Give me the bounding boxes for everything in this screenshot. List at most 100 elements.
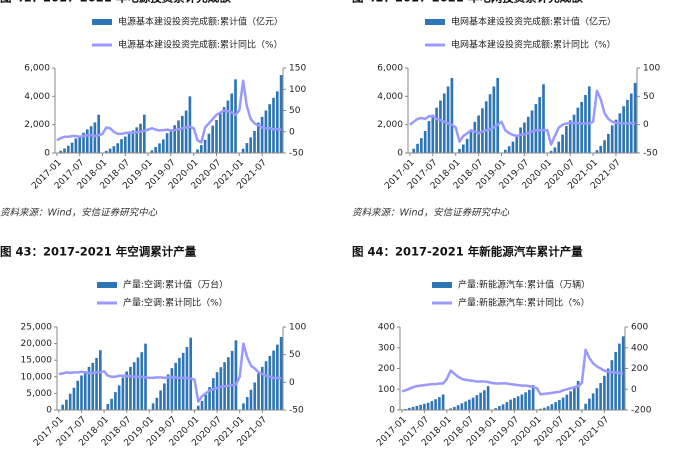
y-tick-label: 6,000 xyxy=(377,64,403,74)
bar xyxy=(439,100,442,153)
bar xyxy=(464,401,467,410)
bar xyxy=(120,139,123,153)
bar xyxy=(460,403,464,410)
bar xyxy=(131,130,135,153)
bar xyxy=(215,119,218,153)
bar xyxy=(587,86,591,153)
y2-tick-label: 0 xyxy=(289,127,295,137)
y-tick-label: 4,000 xyxy=(377,92,403,102)
bar xyxy=(108,148,112,153)
bar xyxy=(610,125,614,153)
bar xyxy=(549,150,553,153)
bar xyxy=(211,125,215,153)
bar xyxy=(569,391,572,410)
bar xyxy=(65,399,68,410)
line xyxy=(56,79,282,144)
bar xyxy=(114,392,117,410)
line xyxy=(58,342,282,403)
bar xyxy=(272,350,275,410)
bar xyxy=(98,350,102,410)
bar xyxy=(68,393,72,410)
bar xyxy=(614,119,618,153)
bar xyxy=(63,148,66,153)
bar xyxy=(127,133,131,153)
bar xyxy=(257,373,260,410)
bar xyxy=(468,399,471,410)
bar xyxy=(95,357,98,410)
bar xyxy=(607,133,610,153)
bar xyxy=(234,79,237,153)
bar xyxy=(618,113,622,153)
bar xyxy=(196,405,200,410)
legend-swatch xyxy=(432,282,452,288)
bar xyxy=(438,397,441,410)
bar xyxy=(633,82,637,153)
bar xyxy=(449,408,452,410)
chart: 图 42：2017-2021 年电网投资累计完成额资料来源：Wind，安信证券研… xyxy=(352,0,660,219)
figure-caption: 图 42：2017-2021 年电网投资累计完成额 xyxy=(352,0,583,5)
y-tick-label: 200 xyxy=(378,364,395,374)
bar xyxy=(161,139,165,153)
bar xyxy=(76,380,80,410)
bar xyxy=(150,150,154,153)
bar xyxy=(519,127,522,153)
bar xyxy=(431,114,435,153)
bar xyxy=(501,404,505,410)
y2-tick-label: 50 xyxy=(289,106,301,116)
chart: 图 43：2017-2021 年空调累计产量 0 5,000 10,000 15,000… xyxy=(0,245,306,449)
bar xyxy=(230,350,234,410)
bar xyxy=(599,145,603,153)
bar xyxy=(139,123,142,153)
bar xyxy=(557,141,561,153)
legend-label: 产量:新能源汽车:累计同比（%） xyxy=(458,297,590,309)
bar xyxy=(531,385,535,410)
y-tick-label: 100 xyxy=(378,385,395,395)
bar xyxy=(207,133,211,153)
bar xyxy=(408,407,411,410)
bar xyxy=(125,371,129,410)
bar xyxy=(181,352,185,410)
y2-tick-label: -200 xyxy=(631,406,652,416)
bar xyxy=(411,406,415,410)
bar xyxy=(85,129,89,153)
bar xyxy=(249,389,253,410)
bar xyxy=(116,143,120,153)
bar xyxy=(561,397,565,410)
bar xyxy=(423,403,426,410)
bar xyxy=(507,146,511,153)
bar xyxy=(218,113,222,153)
source-note: 资料来源：Wind，安信证券研究中心 xyxy=(352,207,510,219)
source-note: 资料来源：Wind，安信证券研究中心 xyxy=(0,207,158,219)
bar xyxy=(565,126,568,153)
bar xyxy=(462,144,465,153)
bar xyxy=(61,404,64,410)
bar xyxy=(121,377,125,410)
bar xyxy=(241,148,245,153)
bar xyxy=(603,375,606,410)
bar xyxy=(492,86,496,153)
bar xyxy=(573,387,576,410)
bar xyxy=(456,405,460,410)
y2-tick-label: 0 xyxy=(289,378,295,388)
bar xyxy=(420,138,423,153)
bar xyxy=(211,378,215,410)
bar xyxy=(268,355,272,410)
bar xyxy=(275,91,279,153)
bar xyxy=(599,383,602,410)
bar xyxy=(200,401,204,410)
bar xyxy=(199,145,203,153)
bar xyxy=(486,386,490,410)
bar xyxy=(184,110,188,153)
bar xyxy=(165,133,169,153)
bar xyxy=(498,406,501,410)
y2-tick-label: 100 xyxy=(289,85,306,95)
bar xyxy=(543,407,546,410)
bar xyxy=(112,146,116,153)
bar xyxy=(584,403,587,410)
bar xyxy=(256,122,260,153)
bar xyxy=(72,387,76,410)
bar xyxy=(618,343,621,410)
y2-tick-label: 0 xyxy=(631,385,637,395)
bar xyxy=(272,97,275,153)
y-tick-label: 0 xyxy=(46,406,52,416)
